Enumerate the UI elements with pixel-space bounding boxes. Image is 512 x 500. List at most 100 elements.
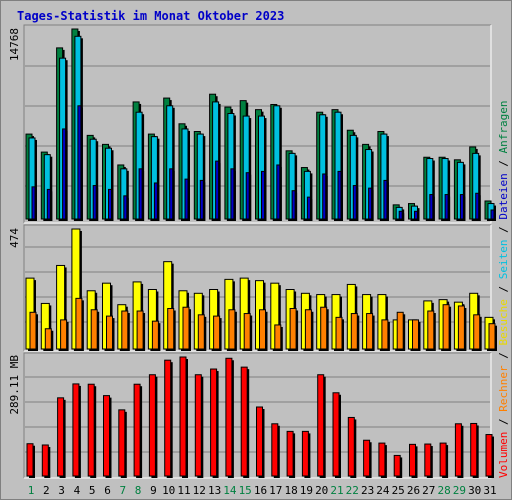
panel-requests-shadow bbox=[23, 24, 491, 223]
bar-rechner-20 bbox=[320, 306, 329, 351]
bar-rechner-6-body bbox=[106, 315, 113, 350]
day-label-26: 26 bbox=[407, 484, 420, 497]
bar-rechner-5-body bbox=[90, 309, 98, 350]
bar-rechner-27-body bbox=[427, 310, 435, 350]
day-label-8: 8 bbox=[135, 484, 142, 497]
day-label-18: 18 bbox=[284, 484, 297, 497]
bar-rechner-11-body bbox=[182, 306, 190, 350]
bar-volumen-23-body bbox=[363, 439, 371, 477]
bar-volumen-20-body bbox=[317, 374, 325, 477]
bar-dateien-21 bbox=[337, 170, 343, 221]
bar-rechner-31 bbox=[488, 323, 497, 351]
bar-dateien-17 bbox=[276, 164, 282, 221]
bar-rechner-3 bbox=[60, 319, 69, 351]
bar-rechner-12 bbox=[197, 314, 207, 351]
day-label-28: 28 bbox=[437, 484, 450, 497]
bar-rechner-22 bbox=[350, 313, 360, 351]
bar-volumen-22-body bbox=[347, 416, 355, 477]
day-label-19: 19 bbox=[300, 484, 313, 497]
day-label-9: 9 bbox=[150, 484, 157, 497]
bar-rechner-24-body bbox=[381, 319, 389, 350]
bar-rechner-10 bbox=[167, 307, 176, 351]
bar-rechner-29-body bbox=[457, 305, 465, 350]
bar-volumen-15-body bbox=[240, 366, 248, 477]
day-label-15: 15 bbox=[239, 484, 252, 497]
bar-volumen-15 bbox=[240, 366, 250, 478]
bar-volumen-3 bbox=[57, 397, 66, 478]
panel-volume-shadow bbox=[23, 352, 491, 478]
bar-volumen-2-body bbox=[41, 444, 49, 477]
bar-dateien-8-body bbox=[138, 168, 143, 220]
legend-separator: / bbox=[497, 153, 510, 173]
day-label-7: 7 bbox=[119, 484, 126, 497]
bar-volumen-10-body bbox=[164, 359, 172, 477]
bar-rechner-17 bbox=[274, 324, 283, 351]
day-label-20: 20 bbox=[315, 484, 328, 497]
bar-dateien-23 bbox=[368, 187, 374, 221]
bar-volumen-19-body bbox=[301, 430, 309, 477]
ylabel-requests: 14768 bbox=[8, 28, 21, 61]
bar-volumen-27 bbox=[424, 443, 433, 478]
bar-dateien-24-body bbox=[383, 179, 388, 220]
bar-dateien-20 bbox=[322, 173, 328, 221]
bar-volumen-2 bbox=[41, 444, 51, 478]
bar-dateien-22 bbox=[352, 185, 359, 221]
bar-rechner-19-body bbox=[304, 309, 312, 350]
bar-dateien-7-body bbox=[123, 195, 128, 220]
bar-volumen-26 bbox=[409, 443, 418, 478]
bar-volumen-29-body bbox=[454, 423, 462, 477]
ylabel-visits: 474 bbox=[8, 228, 21, 248]
bar-dateien-3 bbox=[62, 128, 68, 221]
bar-dateien-28-body bbox=[444, 194, 449, 220]
bar-volumen-30 bbox=[470, 422, 479, 478]
bar-rechner-4-body bbox=[75, 297, 83, 350]
bar-dateien-30-body bbox=[475, 192, 480, 220]
chart-title: Tages-Statistik im Monat Oktober 2023 bbox=[17, 9, 284, 23]
bar-rechner-23-body bbox=[366, 313, 374, 350]
bar-volumen-10 bbox=[164, 359, 173, 478]
bar-dateien-29 bbox=[459, 194, 466, 221]
bar-dateien-11 bbox=[184, 178, 190, 221]
bar-dateien-10-body bbox=[169, 168, 174, 220]
bar-volumen-7-body bbox=[118, 409, 126, 477]
bar-dateien-12-body bbox=[199, 179, 204, 220]
bar-rechner-25-body bbox=[396, 311, 404, 350]
legend-item-anfragen: Anfragen bbox=[497, 100, 510, 153]
bar-dateien-26 bbox=[414, 210, 420, 221]
bar-volumen-6-body bbox=[103, 395, 110, 477]
bar-dateien-15-body bbox=[245, 172, 250, 220]
bar-rechner-17-body bbox=[274, 324, 282, 350]
bar-rechner-20-body bbox=[320, 306, 328, 350]
bar-dateien-17-body bbox=[276, 164, 281, 220]
bar-volumen-12-body bbox=[194, 374, 202, 477]
bar-dateien-23-body bbox=[368, 187, 373, 220]
bar-rechner-8 bbox=[136, 310, 146, 351]
bar-volumen-24 bbox=[378, 442, 387, 478]
bar-dateien-13-body bbox=[215, 160, 220, 220]
day-label-12: 12 bbox=[193, 484, 206, 497]
bar-dateien-10 bbox=[169, 168, 175, 221]
legend-item-volumen: Volumen bbox=[497, 432, 510, 478]
bar-volumen-5-body bbox=[87, 383, 95, 477]
bar-rechner-8-body bbox=[136, 310, 144, 350]
bar-volumen-9-body bbox=[148, 374, 156, 477]
bar-dateien-25-body bbox=[398, 210, 403, 220]
bar-volumen-1-body bbox=[26, 443, 34, 477]
bar-volumen-17 bbox=[271, 423, 280, 478]
bar-dateien-29-body bbox=[459, 194, 464, 220]
bar-dateien-26-body bbox=[414, 210, 418, 220]
bar-rechner-2-body bbox=[44, 328, 52, 350]
day-label-2: 2 bbox=[43, 484, 50, 497]
bar-volumen-13 bbox=[210, 368, 219, 478]
bar-dateien-2 bbox=[46, 188, 53, 221]
bar-rechner-13-body bbox=[213, 315, 221, 350]
bar-rechner-3-body bbox=[60, 319, 68, 350]
bar-dateien-5-body bbox=[92, 185, 97, 220]
day-label-17: 17 bbox=[269, 484, 282, 497]
bar-volumen-7 bbox=[118, 409, 127, 478]
bar-volumen-21-body bbox=[332, 392, 340, 477]
bar-dateien-12 bbox=[199, 179, 206, 221]
bar-volumen-28-body bbox=[439, 442, 447, 477]
bar-volumen-23 bbox=[363, 439, 372, 478]
